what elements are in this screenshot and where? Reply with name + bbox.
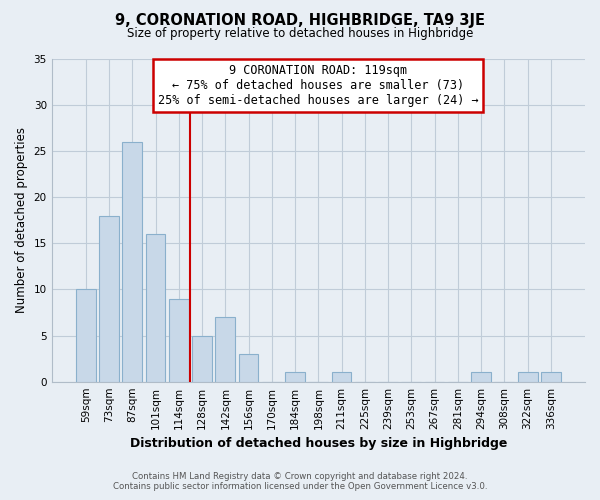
Bar — [169, 298, 188, 382]
Bar — [146, 234, 166, 382]
Bar — [122, 142, 142, 382]
Bar — [541, 372, 561, 382]
Bar — [192, 336, 212, 382]
Bar — [76, 290, 95, 382]
Bar — [332, 372, 352, 382]
Bar — [99, 216, 119, 382]
Text: Contains HM Land Registry data © Crown copyright and database right 2024.
Contai: Contains HM Land Registry data © Crown c… — [113, 472, 487, 491]
Text: 9 CORONATION ROAD: 119sqm
← 75% of detached houses are smaller (73)
25% of semi-: 9 CORONATION ROAD: 119sqm ← 75% of detac… — [158, 64, 479, 107]
Bar — [518, 372, 538, 382]
Text: Size of property relative to detached houses in Highbridge: Size of property relative to detached ho… — [127, 28, 473, 40]
Bar — [285, 372, 305, 382]
Bar — [471, 372, 491, 382]
Text: 9, CORONATION ROAD, HIGHBRIDGE, TA9 3JE: 9, CORONATION ROAD, HIGHBRIDGE, TA9 3JE — [115, 12, 485, 28]
Y-axis label: Number of detached properties: Number of detached properties — [15, 128, 28, 314]
Bar — [239, 354, 259, 382]
X-axis label: Distribution of detached houses by size in Highbridge: Distribution of detached houses by size … — [130, 437, 507, 450]
Bar — [215, 317, 235, 382]
